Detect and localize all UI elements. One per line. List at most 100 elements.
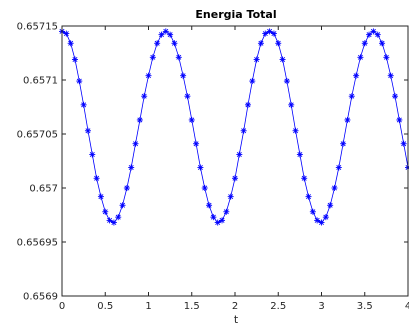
data-point-marker <box>227 193 234 200</box>
data-point-marker <box>115 214 122 221</box>
data-point-marker <box>128 164 135 171</box>
data-point-marker <box>262 30 269 37</box>
data-point-marker <box>387 72 394 79</box>
x-axis-label: t <box>234 313 239 326</box>
data-point-marker <box>201 185 208 191</box>
data-point-marker <box>193 140 200 147</box>
data-point-marker <box>97 193 104 200</box>
y-tick-label: 0.65695 <box>17 238 58 249</box>
data-point-marker <box>223 208 230 215</box>
data-point-marker <box>76 78 83 85</box>
x-tick-label: 1.5 <box>184 301 200 312</box>
y-tick-label: 0.6569 <box>23 292 58 303</box>
data-point-marker <box>214 219 221 226</box>
data-point-marker <box>244 101 251 108</box>
y-tick-label: 0.6571 <box>23 76 58 87</box>
data-point-marker <box>379 40 386 47</box>
data-point-marker <box>71 56 78 63</box>
data-point-marker <box>305 193 312 200</box>
data-point-marker <box>184 93 191 100</box>
x-tick-label: 2.5 <box>270 301 286 312</box>
x-tick-label: 0.5 <box>97 301 113 312</box>
plot-area-box <box>61 25 409 297</box>
data-point-marker <box>283 78 290 85</box>
data-point-marker <box>136 116 143 123</box>
data-point-marker <box>353 72 360 79</box>
data-point-marker <box>206 202 213 209</box>
data-point-marker <box>253 56 260 63</box>
x-tick-label: 1 <box>145 301 151 312</box>
data-point-marker <box>167 31 174 38</box>
x-tick-label: 3.5 <box>357 301 373 312</box>
data-point-marker <box>301 175 308 182</box>
data-point-marker <box>340 140 347 147</box>
data-point-marker <box>266 28 273 35</box>
axis-ticks: 0 0.5 1 1.5 2 2.5 3 3.5 4 0.6569 0.65695 0.657 0.657… <box>17 22 409 313</box>
data-point-marker <box>314 217 321 224</box>
data-point-marker <box>396 116 403 123</box>
data-point-marker <box>80 101 87 108</box>
data-point-marker <box>154 40 161 47</box>
data-point-marker <box>348 93 355 100</box>
data-point-marker <box>257 40 264 47</box>
data-point-marker <box>180 72 187 79</box>
data-point-marker <box>141 93 148 100</box>
data-point-marker <box>335 164 342 171</box>
data-point-marker <box>119 202 126 209</box>
data-point-marker <box>322 214 329 221</box>
data-point-marker <box>357 54 364 61</box>
data-point-marker <box>296 151 303 158</box>
data-point-marker <box>309 208 316 215</box>
data-point-marker <box>93 175 100 182</box>
data-point-marker <box>249 78 256 85</box>
data-point-marker <box>219 217 226 224</box>
data-point-marker <box>232 175 238 182</box>
y-tick-label: 0.657 <box>29 184 58 195</box>
data-point-marker <box>392 93 399 100</box>
data-point-marker <box>63 30 70 37</box>
data-point-marker <box>67 40 74 47</box>
chart-title: Energia Total <box>195 8 276 21</box>
data-point-marker <box>318 219 325 226</box>
x-tick-label: 2 <box>232 301 238 312</box>
data-point-marker <box>331 185 338 191</box>
data-point-marker <box>132 140 139 147</box>
data-point-marker <box>175 54 182 61</box>
data-point-marker <box>275 40 282 47</box>
data-point-marker <box>344 116 351 123</box>
data-point-marker <box>288 101 295 108</box>
data-point-marker <box>197 164 204 171</box>
data-point-marker <box>236 151 243 158</box>
data-point-marker <box>374 31 381 38</box>
data-point-marker <box>171 40 178 47</box>
data-point-marker <box>210 214 217 221</box>
data-point-marker <box>383 54 390 61</box>
x-tick-label: 3 <box>318 301 324 312</box>
data-point-marker <box>158 31 165 38</box>
y-tick-label: 0.65715 <box>17 22 58 33</box>
data-point-marker <box>361 40 368 47</box>
x-tick-label: 4 <box>405 301 409 312</box>
y-tick-label: 0.65705 <box>17 130 58 141</box>
data-point-marker <box>145 72 152 79</box>
x-tick-label: 0 <box>59 301 65 312</box>
data-point-marker <box>89 151 96 158</box>
data-point-marker <box>270 30 277 37</box>
data-point-marker <box>327 202 334 209</box>
data-point-marker <box>123 185 130 191</box>
data-point-marker <box>370 28 377 35</box>
data-point-marker <box>84 127 91 134</box>
data-point-marker <box>106 217 113 224</box>
data-point-marker <box>240 127 247 134</box>
data-point-marker <box>102 208 109 215</box>
data-point-marker <box>188 116 195 123</box>
data-point-marker <box>279 56 286 63</box>
data-point-marker <box>110 219 117 226</box>
data-point-marker <box>366 31 373 38</box>
data-point-marker <box>400 140 407 147</box>
data-point-marker <box>292 127 299 134</box>
data-point-marker <box>162 28 169 35</box>
series-line <box>61 30 409 224</box>
data-point-marker <box>149 54 156 61</box>
